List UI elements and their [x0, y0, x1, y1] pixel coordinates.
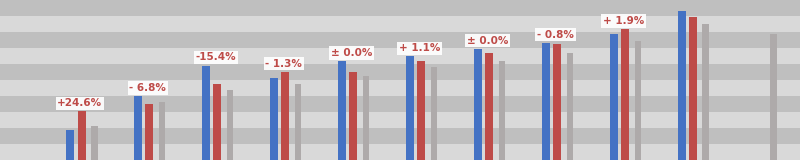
Bar — [214, 84, 222, 160]
Bar — [474, 49, 482, 160]
Text: + 1.9%: + 1.9% — [602, 16, 644, 26]
Bar — [202, 66, 210, 160]
Text: -15.4%: -15.4% — [195, 52, 236, 62]
Bar — [66, 130, 74, 160]
Bar — [0, 16, 800, 32]
Text: - 1.3%: - 1.3% — [266, 59, 302, 69]
Bar — [702, 24, 709, 160]
Bar — [159, 102, 166, 160]
Bar — [553, 44, 561, 160]
Bar — [610, 34, 618, 160]
Text: +24.6%: +24.6% — [58, 98, 102, 108]
Bar — [0, 48, 800, 64]
Bar — [146, 104, 154, 160]
Bar — [338, 61, 346, 160]
Bar — [0, 144, 800, 160]
Bar — [770, 34, 777, 160]
Bar — [0, 64, 800, 80]
Bar — [689, 17, 697, 160]
Bar — [282, 72, 290, 160]
Bar — [91, 126, 98, 160]
Bar — [0, 112, 800, 128]
Bar — [406, 56, 414, 160]
Bar — [0, 0, 800, 16]
Bar — [678, 11, 686, 160]
Bar — [0, 32, 800, 48]
Bar — [350, 72, 358, 160]
Bar — [270, 78, 278, 160]
Text: - 6.8%: - 6.8% — [130, 83, 166, 93]
Bar — [78, 111, 86, 160]
Text: ± 0.0%: ± 0.0% — [467, 36, 508, 46]
Text: - 0.8%: - 0.8% — [537, 30, 574, 40]
Bar — [134, 96, 142, 160]
Text: ± 0.0%: ± 0.0% — [331, 48, 372, 58]
Bar — [363, 76, 370, 160]
Bar — [498, 61, 505, 160]
Bar — [0, 96, 800, 112]
Bar — [485, 53, 493, 160]
Bar — [295, 84, 302, 160]
Bar — [0, 80, 800, 96]
Bar — [0, 128, 800, 144]
Bar — [621, 29, 629, 160]
Bar — [430, 67, 437, 160]
Bar — [634, 41, 641, 160]
Text: + 1.1%: + 1.1% — [399, 43, 440, 53]
Bar — [542, 43, 550, 160]
Bar — [227, 90, 234, 160]
Bar — [417, 61, 425, 160]
Bar — [566, 53, 573, 160]
